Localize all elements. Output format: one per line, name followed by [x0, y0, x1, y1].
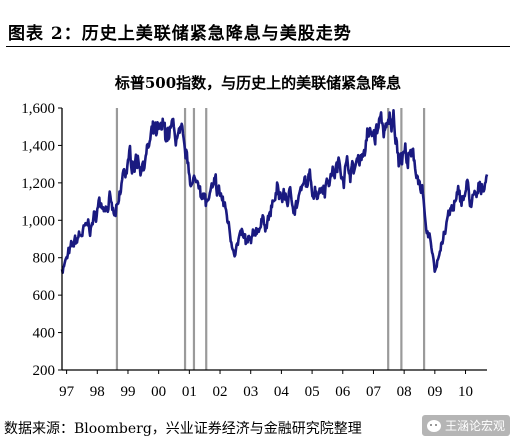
x-tick-label: 02: [213, 384, 228, 400]
x-tick-label: 05: [305, 384, 320, 400]
y-tick-label: 1,400: [21, 138, 55, 154]
x-tick-label: 09: [427, 384, 442, 400]
x-tick-label: 99: [120, 384, 135, 400]
y-tick-label: 1,600: [21, 101, 55, 117]
source-note: 数据来源：Bloomberg，兴业证券经济与金融研究院整理: [4, 421, 362, 437]
y-tick-label: 1,200: [21, 176, 55, 192]
x-tick-label: 07: [366, 384, 382, 400]
x-tick-label: 00: [151, 384, 166, 400]
y-tick-label: 600: [33, 288, 56, 304]
wechat-icon: [426, 419, 441, 432]
figure-label: 图表 2：历史上美联储紧急降息与美股走势: [8, 24, 352, 44]
axes-layer: 200 400 600 800 1,000 1,200 1,400 1,600 97 98 99 00…: [21, 101, 487, 400]
x-tick-label: 08: [397, 384, 412, 400]
series-layer: [60, 109, 489, 274]
y-tick-label: 1,000: [21, 213, 55, 229]
emergency-cut-lines: [115, 108, 426, 370]
y-tick-label: 800: [33, 251, 56, 267]
x-tick-label: 10: [458, 384, 473, 400]
watermark-badge: 王涵论宏观: [421, 415, 510, 436]
chart-title: 标普500指数，与历史上的美联储紧急降息: [114, 74, 402, 92]
x-tick-label: 98: [90, 384, 105, 400]
x-tick-label: 97: [59, 384, 75, 400]
y-tick-label: 200: [33, 363, 56, 379]
x-tick-label: 01: [182, 384, 197, 400]
figure-header: 图表 2：历史上美联储紧急降息与美股走势: [6, 16, 510, 47]
watermark-text: 王涵论宏观: [444, 419, 505, 433]
sp500-series-line: [60, 109, 489, 274]
x-tick-label: 04: [274, 384, 290, 400]
y-tick-label: 400: [33, 326, 56, 342]
x-tick-label: 06: [335, 384, 351, 400]
x-tick-label: 03: [243, 384, 258, 400]
